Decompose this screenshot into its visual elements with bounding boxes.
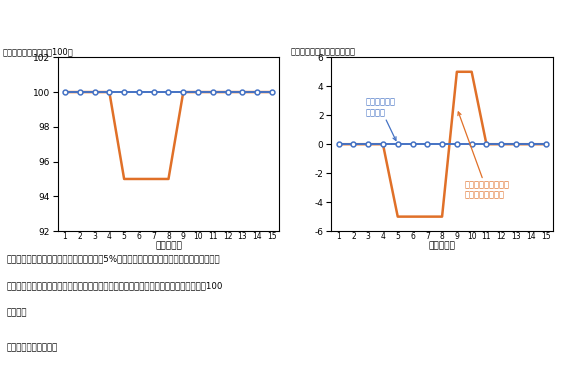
Text: （出所）大和総研作成: （出所）大和総研作成	[7, 343, 58, 352]
Text: ５～８期まで物価高
対策を行った場合: ５～８期まで物価高 対策を行った場合	[458, 112, 509, 200]
X-axis label: （四半期）: （四半期）	[155, 241, 182, 251]
Text: 物価高対策が
ない場合: 物価高対策が ない場合	[365, 98, 396, 141]
Text: 合の物価水準及びインフレ率（前年比）への影響を示している。１期以前の物価水準は100: 合の物価水準及びインフレ率（前年比）への影響を示している。１期以前の物価水準は1…	[7, 282, 223, 290]
X-axis label: （四半期）: （四半期）	[429, 241, 456, 251]
Text: （インフレ率、前年比、％）: （インフレ率、前年比、％）	[291, 47, 356, 56]
Text: （物価水準、基準年＝100）: （物価水準、基準年＝100）	[3, 47, 74, 56]
Text: と仮定。: と仮定。	[7, 308, 28, 317]
Text: 図表：物価高対策を講じた場合の物価水準及びインフレ率の推移: 図表：物価高対策を講じた場合の物価水準及びインフレ率の推移	[7, 15, 199, 25]
Text: （注）５期から８期までの間、物価水準を5%押し下げるような物価高対策が講じられた場: （注）５期から８期までの間、物価水準を5%押し下げるような物価高対策が講じられた…	[7, 255, 221, 264]
